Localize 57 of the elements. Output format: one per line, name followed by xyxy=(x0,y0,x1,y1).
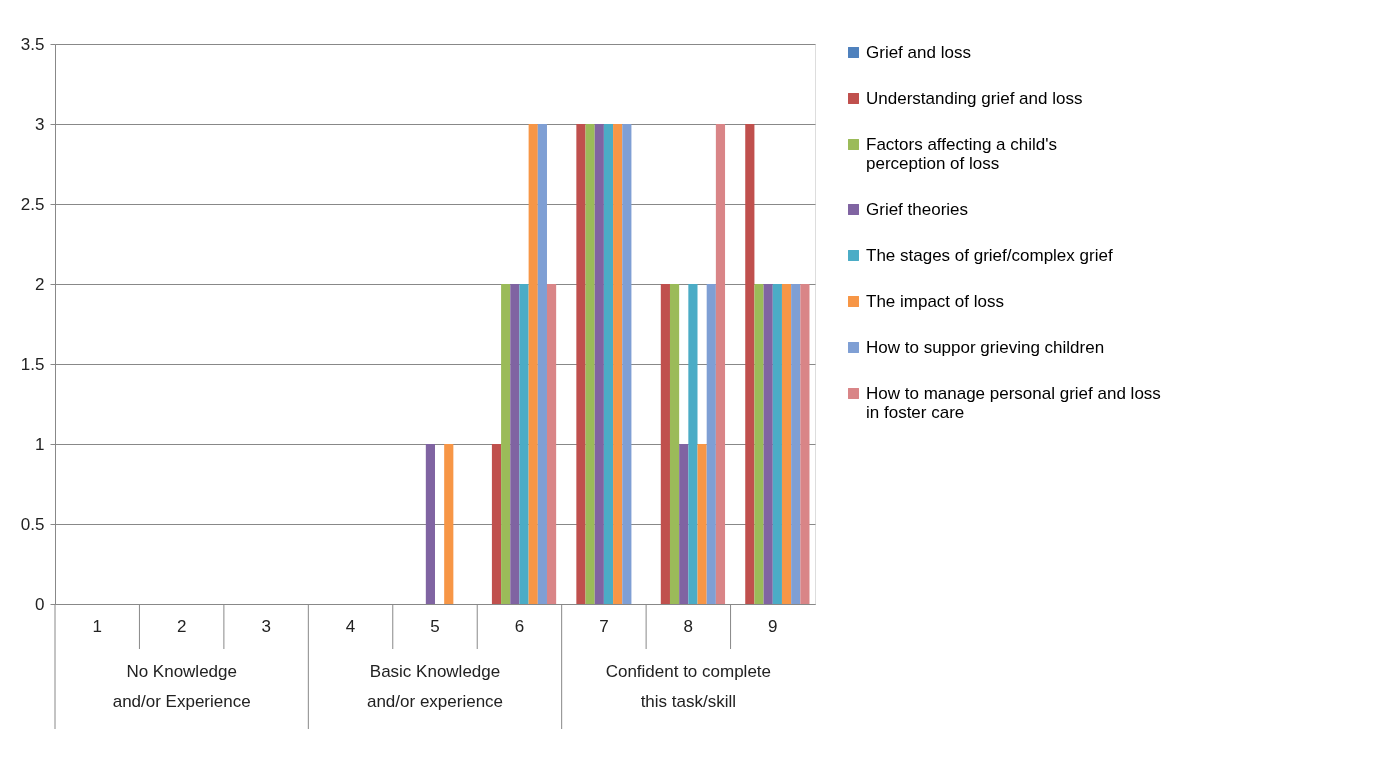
bar xyxy=(622,124,632,604)
bar xyxy=(491,444,502,604)
bar xyxy=(425,444,435,604)
bar xyxy=(697,444,707,604)
text: Confident to complete this task/skill xyxy=(605,662,772,711)
y-tick-label: 1.5 xyxy=(20,354,45,374)
bar xyxy=(501,284,511,604)
bar xyxy=(594,124,604,604)
bar xyxy=(745,124,755,604)
bar xyxy=(754,284,764,604)
bar xyxy=(772,284,782,604)
legend-label: Factors affecting a child's perception of loss xyxy=(866,134,1057,173)
legend-label: How to manage personal grief and loss in foster care xyxy=(866,383,1161,422)
x-tick-label: 7 xyxy=(599,616,609,636)
x-tick-label: 6 xyxy=(514,616,525,636)
x-tick-label: 2 xyxy=(176,616,187,636)
bar xyxy=(669,284,680,604)
bar xyxy=(715,124,726,604)
bar xyxy=(510,284,520,604)
y-tick-label: 0 xyxy=(35,594,45,614)
bar xyxy=(763,284,773,604)
legend-label: Grief and loss xyxy=(866,42,971,62)
bar xyxy=(800,284,810,604)
bar xyxy=(791,284,801,604)
x-tick-label: 9 xyxy=(768,616,778,636)
y-tick-label: 3.5 xyxy=(20,34,45,54)
legend-label: Grief theories xyxy=(866,199,969,219)
bar xyxy=(546,284,557,604)
bar xyxy=(660,284,670,604)
legend-label: The stages of grief/complex grief xyxy=(866,245,1113,265)
bar xyxy=(528,124,538,604)
legend-label: The impact of loss xyxy=(866,291,1004,311)
bar xyxy=(585,124,595,604)
y-tick-label: 1 xyxy=(35,434,45,454)
bar xyxy=(576,124,586,604)
bar xyxy=(444,444,454,604)
x-tick-label: 1 xyxy=(92,616,102,636)
bar xyxy=(688,284,698,604)
bar xyxy=(603,124,614,604)
legend-label: How to suppor grieving children xyxy=(866,337,1105,357)
x-tick-label: 5 xyxy=(430,616,440,636)
bar xyxy=(537,124,547,604)
x-tick-label: 3 xyxy=(261,616,271,636)
y-tick-label: 2 xyxy=(35,274,45,294)
bar xyxy=(613,124,623,604)
text: Basic Knowledge and/or experience xyxy=(366,662,504,711)
bar xyxy=(781,284,792,604)
x-tick-label: 4 xyxy=(345,616,356,636)
bar xyxy=(706,284,716,604)
bar xyxy=(679,444,689,604)
x-tick-label: 8 xyxy=(683,616,694,636)
y-tick-label: 2.5 xyxy=(20,194,45,214)
y-tick-label: 3 xyxy=(35,114,45,134)
bar xyxy=(519,284,529,604)
legend-label: Understanding grief and loss xyxy=(866,88,1083,108)
y-tick-label: 0.5 xyxy=(20,514,45,534)
text: No Knowledge and/or Experience xyxy=(112,662,251,711)
